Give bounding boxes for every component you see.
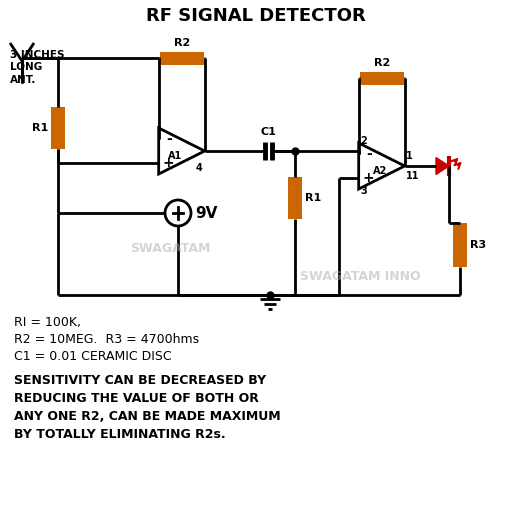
Text: 3: 3 <box>360 186 368 196</box>
Text: +: + <box>163 156 175 170</box>
Text: R3: R3 <box>470 240 486 250</box>
Text: SWAGATAM: SWAGATAM <box>130 242 210 254</box>
Text: 2: 2 <box>360 135 368 146</box>
Text: R1: R1 <box>32 123 48 133</box>
Text: 3 INCHES
LONG
ANT.: 3 INCHES LONG ANT. <box>10 50 65 85</box>
Text: REDUCING THE VALUE OF BOTH OR: REDUCING THE VALUE OF BOTH OR <box>14 392 259 405</box>
Text: C1 = 0.01 CERAMIC DISC: C1 = 0.01 CERAMIC DISC <box>14 350 172 363</box>
Text: BY TOTALLY ELIMINATING R2s.: BY TOTALLY ELIMINATING R2s. <box>14 428 226 441</box>
Polygon shape <box>436 157 449 174</box>
Text: SENSITIVITY CAN BE DECREASED BY: SENSITIVITY CAN BE DECREASED BY <box>14 374 266 387</box>
Text: +: + <box>363 171 374 185</box>
Bar <box>359 71 403 85</box>
Bar <box>51 107 65 149</box>
Text: RF SIGNAL DETECTOR: RF SIGNAL DETECTOR <box>146 7 366 25</box>
Text: C1: C1 <box>260 127 276 137</box>
Bar <box>453 223 467 267</box>
Text: R2 = 10MEG.  R3 = 4700hms: R2 = 10MEG. R3 = 4700hms <box>14 333 199 346</box>
Text: -: - <box>366 147 372 161</box>
Bar <box>160 51 204 65</box>
Text: SWAGATAM INNO: SWAGATAM INNO <box>300 269 421 283</box>
Text: RI = 100K,: RI = 100K, <box>14 316 81 329</box>
Text: 1: 1 <box>406 151 413 161</box>
Text: R2: R2 <box>374 58 390 69</box>
Text: A2: A2 <box>373 166 387 176</box>
Text: ANY ONE R2, CAN BE MADE MAXIMUM: ANY ONE R2, CAN BE MADE MAXIMUM <box>14 410 281 423</box>
Text: 4: 4 <box>195 163 202 173</box>
Text: 11: 11 <box>406 171 419 181</box>
Text: R2: R2 <box>174 38 190 49</box>
Text: -: - <box>166 131 172 146</box>
Text: 9V: 9V <box>195 206 218 221</box>
Bar <box>288 177 302 219</box>
Text: A1: A1 <box>168 151 182 161</box>
Text: R1: R1 <box>305 193 321 203</box>
